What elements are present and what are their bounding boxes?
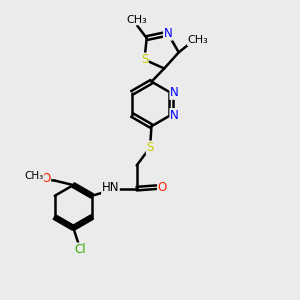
Text: HN: HN (102, 181, 119, 194)
Text: CH₃: CH₃ (25, 171, 44, 181)
Text: CH₃: CH₃ (126, 15, 147, 25)
Text: N: N (170, 109, 179, 122)
Text: Cl: Cl (74, 243, 86, 256)
Text: O: O (158, 181, 167, 194)
Text: N: N (170, 86, 179, 99)
Text: O: O (41, 172, 51, 185)
Text: S: S (146, 141, 154, 154)
Text: CH₃: CH₃ (188, 35, 208, 46)
Text: N: N (164, 27, 172, 40)
Text: S: S (141, 53, 148, 66)
